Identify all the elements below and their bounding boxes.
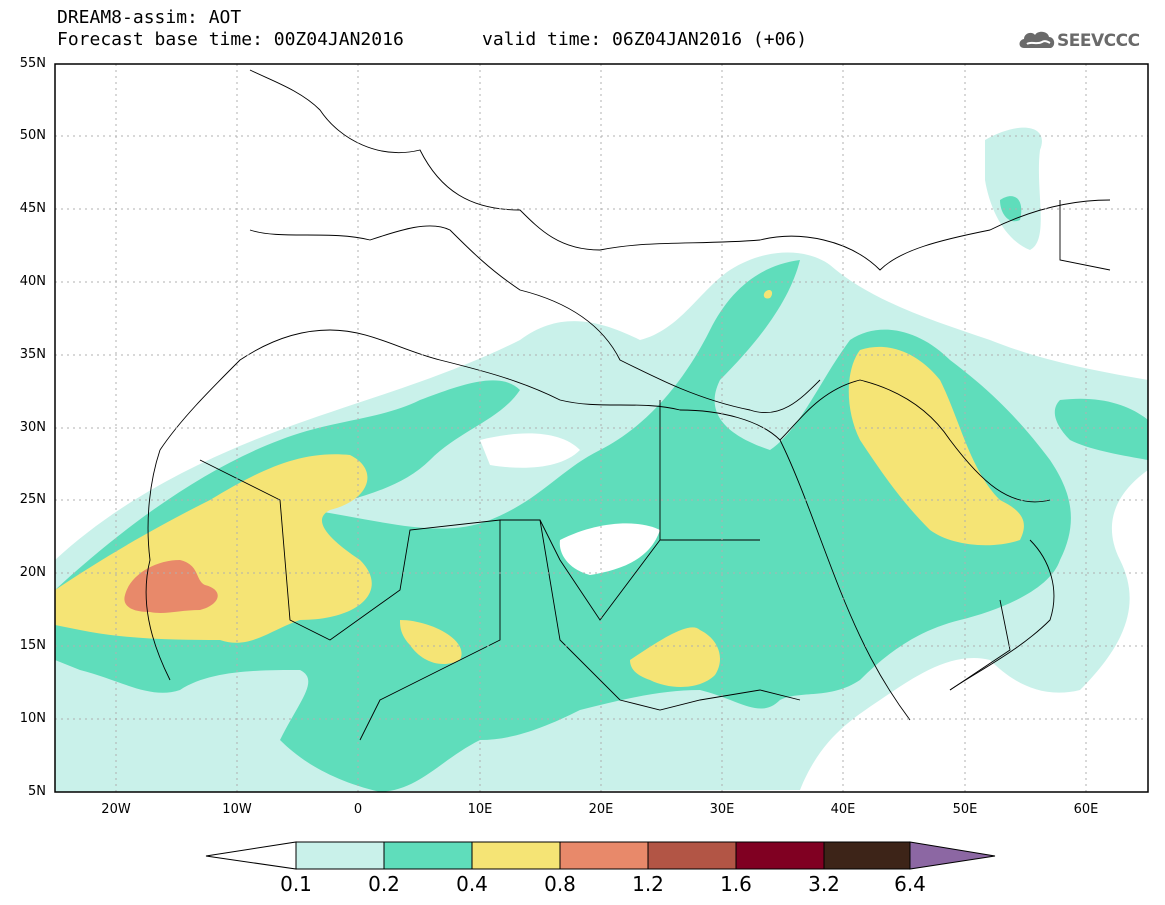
lat-label: 15N <box>19 638 46 653</box>
colorbar-label: 1.2 <box>632 872 664 896</box>
colorbar-label: 3.2 <box>808 872 840 896</box>
lon-label: 0 <box>353 802 363 817</box>
lat-label: 10N <box>19 711 46 726</box>
colorbar-low-arrow <box>205 841 297 870</box>
colorbar <box>205 841 996 870</box>
map-title: DREAM8-assim: AOT <box>57 7 242 28</box>
cloud-logo-icon <box>1019 31 1055 48</box>
lon-label: 20W <box>101 802 131 817</box>
colorbar-label: 0.2 <box>368 872 400 896</box>
gridlines <box>55 64 1148 792</box>
lat-label: 25N <box>19 492 46 507</box>
colorbar-label: 0.1 <box>280 872 312 896</box>
colorbar-bin-2 <box>383 841 473 870</box>
valid-time: valid time: 06Z04JAN2016 (+06) <box>482 29 808 50</box>
colorbar-bin-1 <box>295 841 385 870</box>
lat-label: 40N <box>19 274 46 289</box>
aot-level-0.2 <box>55 196 1148 792</box>
lat-label: 55N <box>19 56 46 71</box>
colorbar-label: 0.4 <box>456 872 488 896</box>
colorbar-bin-3 <box>471 841 561 870</box>
lat-label: 45N <box>19 201 46 216</box>
colorbar-bin-7 <box>823 841 911 870</box>
lat-label: 30N <box>19 420 46 435</box>
colorbar-bin-6 <box>735 841 825 870</box>
lon-label: 20E <box>588 802 614 817</box>
lat-label: 50N <box>19 128 46 143</box>
lat-label: 20N <box>19 565 46 580</box>
coastlines <box>145 69 1111 741</box>
lat-label: 35N <box>19 347 46 362</box>
colorbar-bin-4 <box>559 841 649 870</box>
colorbar-label: 6.4 <box>894 872 926 896</box>
colorbar-high-arrow <box>909 841 996 870</box>
lat-label: 5N <box>28 784 46 799</box>
colorbar-label: 1.6 <box>720 872 752 896</box>
lon-label: 40E <box>830 802 856 817</box>
lon-label: 10W <box>222 802 252 817</box>
lon-label: 60E <box>1073 802 1099 817</box>
lon-label: 10E <box>467 802 493 817</box>
forecast-base-time: Forecast base time: 00Z04JAN2016 <box>57 29 404 50</box>
lon-label: 50E <box>952 802 978 817</box>
lon-label: 30E <box>709 802 735 817</box>
plot-frame <box>54 63 1149 793</box>
colorbar-bin-5 <box>647 841 737 870</box>
colorbar-label: 0.8 <box>544 872 576 896</box>
logo-text: SEEVCCC <box>1057 31 1140 51</box>
